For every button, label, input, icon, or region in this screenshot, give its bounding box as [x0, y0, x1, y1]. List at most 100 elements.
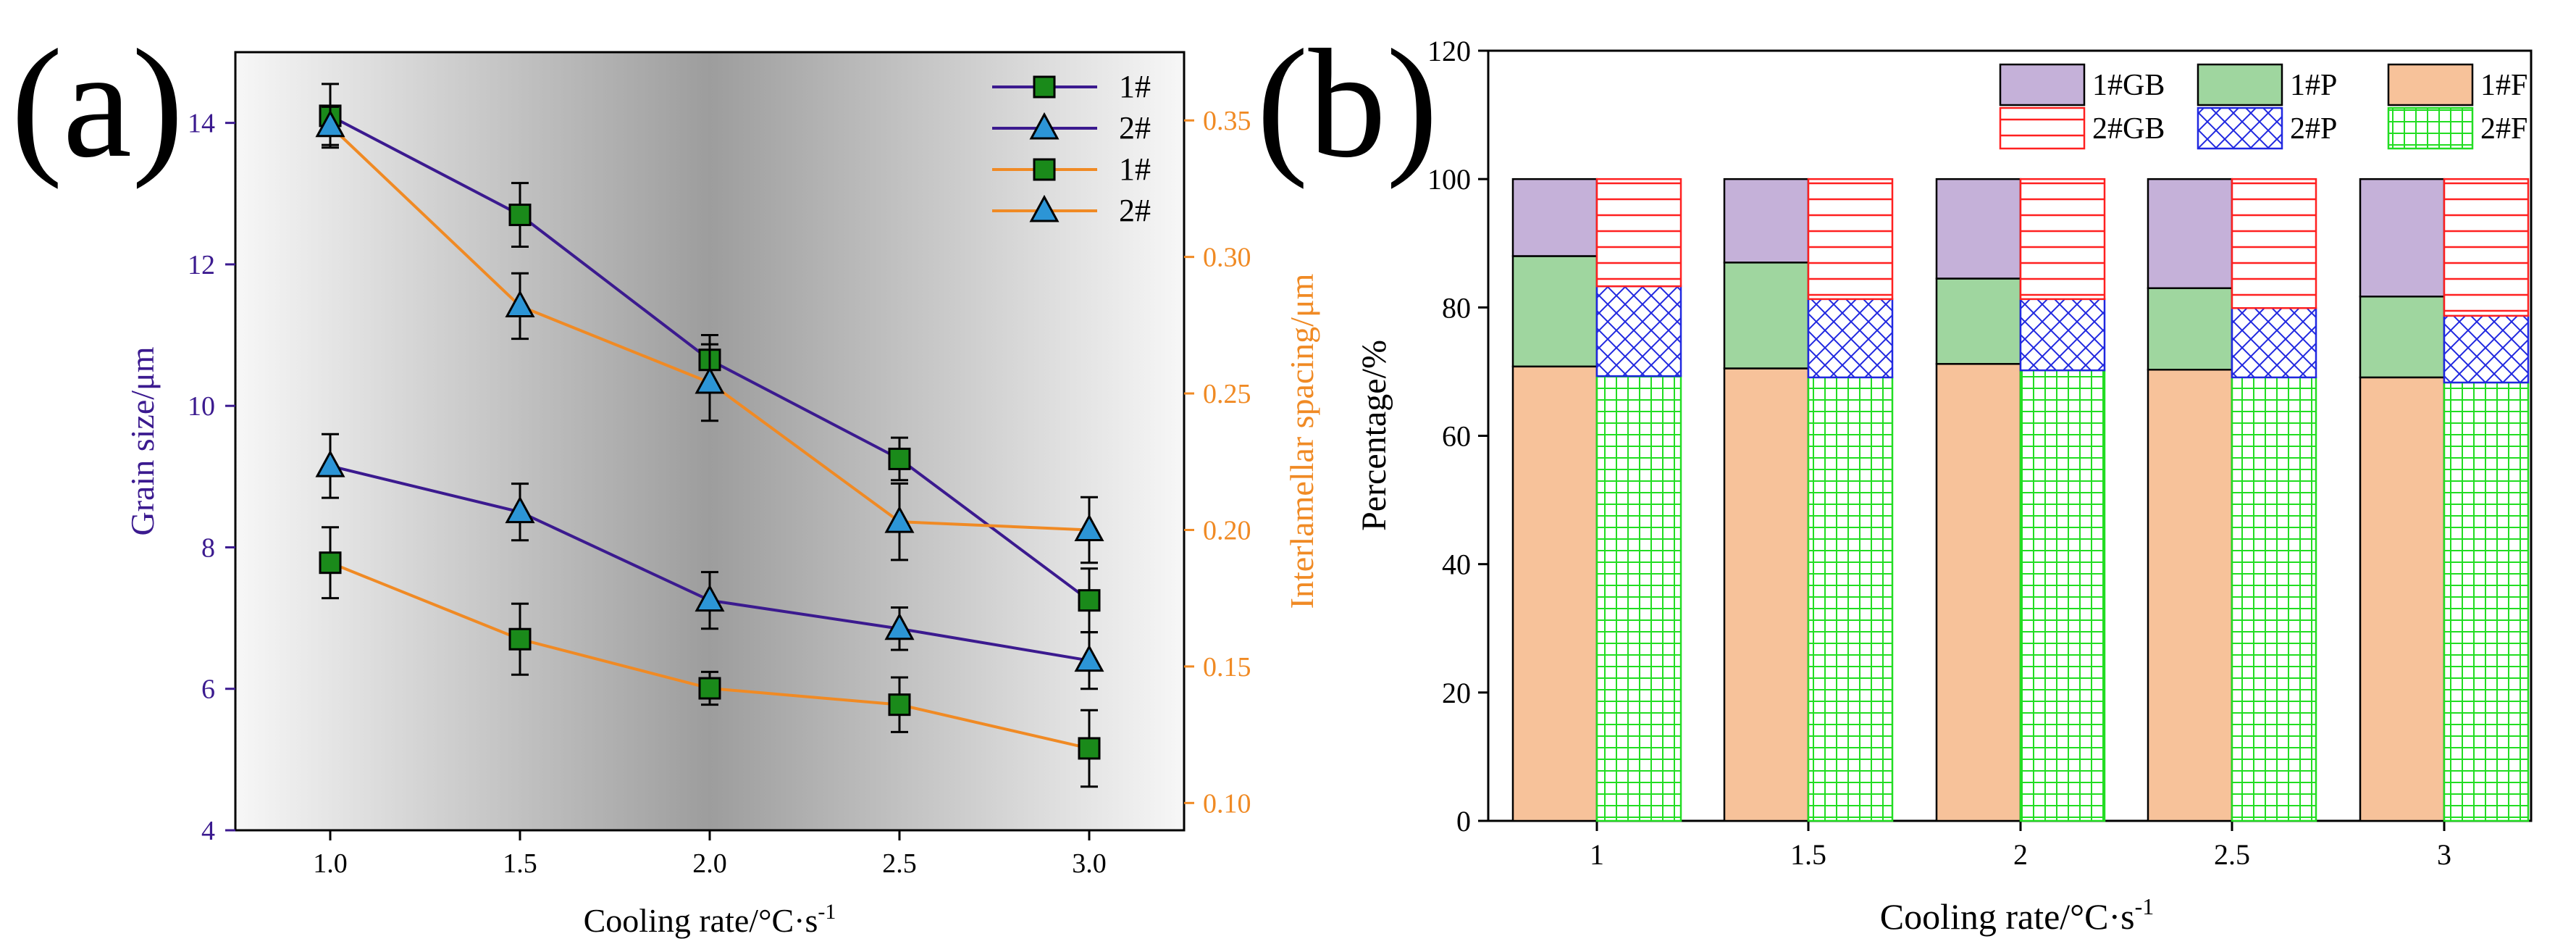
bar-segment-2-gb: [2443, 178, 2530, 317]
y-tick-label-b: 60: [1442, 420, 1471, 453]
legend-label-b: 2#F: [2480, 112, 2527, 146]
data-point-square: [508, 627, 532, 651]
legend-label-b: 1#F: [2480, 69, 2527, 102]
data-point-triangle: [1074, 644, 1104, 672]
bar-segment-1-p: [1723, 262, 1810, 369]
data-point-triangle: [1074, 514, 1104, 541]
x-tick-label-b: 3: [2437, 838, 2451, 871]
legend-marker-triangle: [1029, 194, 1060, 222]
bar-segment-1-p: [1511, 255, 1598, 368]
data-point-square: [319, 551, 342, 575]
y-tick-label-left: 10: [188, 391, 215, 422]
bar-segment-2-gb: [1807, 178, 1894, 301]
bar-segment-2-f: [2019, 369, 2106, 822]
bar-segment-2-p: [2231, 306, 2317, 379]
bar-segment-1-gb: [1511, 178, 1598, 257]
legend-a: 1# 2# 1# 2#: [992, 69, 1151, 228]
legend-marker-triangle: [1029, 112, 1060, 140]
y-tick-label-right: 0.25: [1203, 379, 1251, 409]
bar-segment-1-p: [2359, 296, 2446, 379]
y-tick-label-b: 80: [1442, 291, 1471, 324]
x-tick-label-a: 2.0: [692, 848, 727, 879]
x-tick-label-b: 1.5: [1790, 838, 1826, 871]
bar-segment-2-f: [1595, 375, 1682, 822]
bar-segment-2-gb: [2231, 178, 2317, 309]
y-tick-label-b: 100: [1427, 163, 1471, 196]
panel-b-label: (b): [1256, 17, 1438, 190]
legend-label: 1#: [1119, 151, 1151, 187]
data-point-triangle: [505, 290, 535, 317]
data-point-triangle: [315, 109, 345, 138]
y-axis-label-b: Percentage/%: [1355, 340, 1393, 531]
bar-segment-1-p: [1935, 277, 2022, 365]
data-point-triangle: [884, 506, 915, 533]
bar-segment-2-f: [2231, 376, 2317, 822]
x-tick-label-b: 2.5: [2214, 838, 2250, 871]
legend-marker-square: [1033, 75, 1056, 99]
x-tick-label-a: 1.0: [313, 848, 348, 879]
bar-segment-1-gb: [1935, 178, 2022, 280]
bar-segment-2-p: [1807, 298, 1894, 379]
y-tick-label-right: 0.30: [1203, 243, 1251, 273]
y-tick-label-left: 14: [188, 109, 215, 139]
legend-b: 1#GB 1#P 1#F 2#GB 2#P 2#F: [1999, 63, 2527, 150]
bar-segment-1-f: [2147, 369, 2233, 822]
data-point-triangle: [884, 612, 915, 640]
y-tick-label-right: 0.10: [1203, 788, 1251, 819]
legend-label-b: 2#GB: [2092, 112, 2165, 146]
panel-b: (b) 0 20 40 60 80 100 120 1 1.5 2 2.5 3 Percentage/…: [1256, 17, 2533, 937]
legend-label-b: 1#P: [2290, 69, 2337, 102]
legend-label-b: 2#P: [2290, 112, 2337, 146]
data-point-square: [888, 447, 911, 470]
legend-swatch-f1: [2387, 63, 2474, 107]
x-axis-label-b: Cooling rate/°C·s-1: [1880, 893, 2155, 937]
y-tick-label-b: 20: [1442, 677, 1471, 709]
y-tick-label-right: 0.20: [1203, 515, 1251, 546]
y-tick-label-b: 40: [1442, 548, 1471, 581]
panel-a: (a) 1.0 1.5 2.0 2.5 3.0 4 6 8 10 12 14 0.10 0.15 0.20…: [11, 17, 1320, 939]
bar-segment-2-f: [1807, 376, 1894, 822]
y-tick-label-b: 0: [1456, 805, 1471, 838]
data-point-triangle: [695, 584, 725, 612]
y-tick-label-left: 6: [201, 675, 215, 705]
bar-segment-1-f: [1723, 367, 1810, 822]
x-tick-label-a: 1.5: [503, 848, 537, 879]
legend-label: 2#: [1119, 110, 1151, 146]
bar-segment-1-gb: [2359, 178, 2446, 298]
data-point-square: [1078, 589, 1101, 612]
bar-segment-2-gb: [1595, 178, 1682, 288]
bar-segment-2-gb: [2019, 178, 2106, 301]
y-tick-label-left: 4: [201, 816, 215, 846]
data-point-triangle: [505, 496, 535, 524]
y-tick-label-left: 12: [188, 250, 215, 280]
x-tick-label-b: 1: [1590, 838, 1604, 871]
bar-segment-2-p: [2443, 314, 2530, 384]
data-point-square: [1078, 737, 1101, 760]
y-tick-label-right: 0.35: [1203, 106, 1251, 136]
bar-segment-1-f: [1511, 365, 1598, 822]
y-axis-label-left: Grain size/μm: [124, 346, 161, 535]
bar-segment-2-p: [2019, 298, 2106, 372]
data-point-square: [698, 677, 721, 700]
y-tick-label-left: 8: [201, 533, 215, 563]
legend-label: 2#: [1119, 193, 1151, 228]
data-point-triangle: [695, 366, 725, 394]
legend-swatch-p2: [2197, 107, 2283, 150]
x-tick-label-a: 2.5: [882, 848, 917, 879]
x-tick-label-a: 3.0: [1072, 848, 1107, 879]
data-point-square: [888, 693, 911, 717]
legend-marker-square: [1033, 158, 1056, 181]
y-tick-label-b: 120: [1427, 35, 1471, 67]
bar-segment-2-p: [1595, 285, 1682, 377]
legend-swatch-p1: [2197, 63, 2283, 107]
bar-segment-1-f: [1935, 363, 2022, 822]
data-point-triangle: [315, 450, 345, 477]
legend-label: 1#: [1119, 69, 1151, 104]
x-tick-label-b: 2: [2013, 838, 2028, 871]
legend-label-b: 1#GB: [2092, 69, 2165, 102]
bar-segment-1-gb: [2147, 178, 2233, 290]
y-axis-label-right: Interlamellar spacing/μm: [1283, 273, 1320, 609]
legend-swatch-gb1: [1999, 63, 2086, 107]
legend-swatch-f2: [2387, 107, 2474, 150]
